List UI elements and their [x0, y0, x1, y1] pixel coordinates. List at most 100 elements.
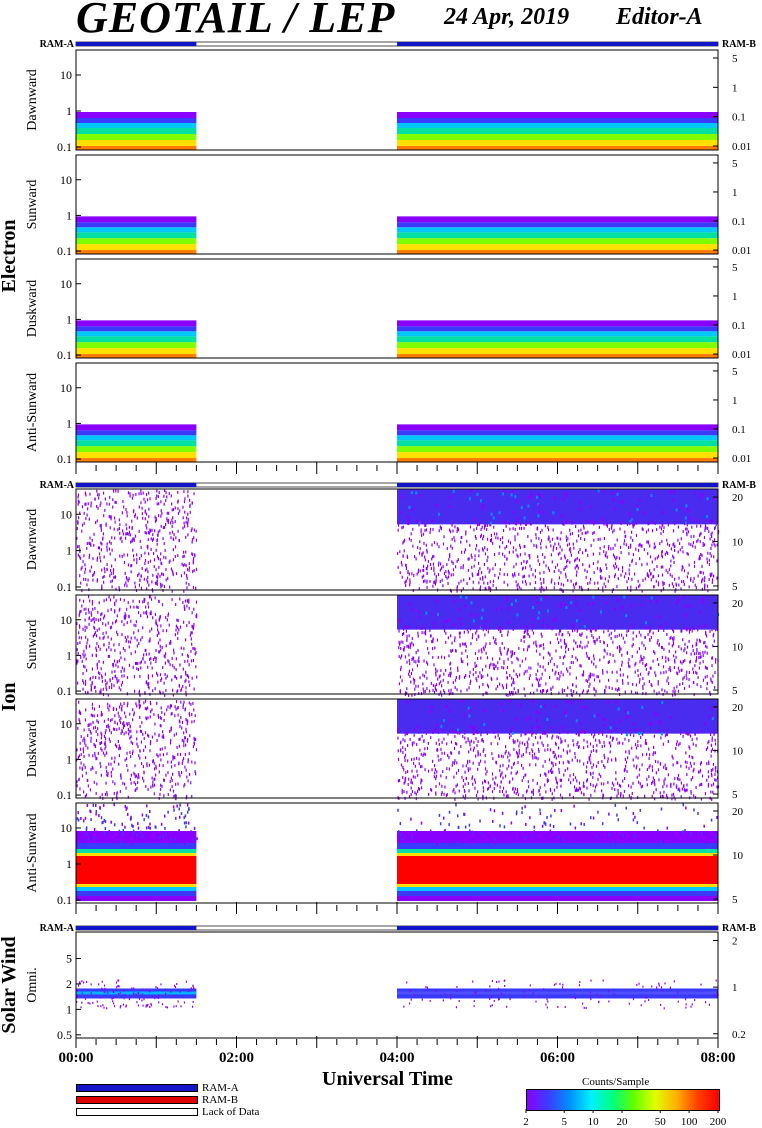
- spectrum-pixel: [82, 671, 84, 675]
- spectrum-pixel: [648, 775, 650, 779]
- spectrum-pixel: [464, 825, 467, 829]
- spectrum-pixel: [432, 584, 434, 588]
- spectrum-band: [76, 342, 197, 349]
- spectrum-pixel: [711, 543, 713, 547]
- spectrum-pixel: [196, 675, 198, 679]
- spectrum-pixel: [666, 728, 668, 732]
- spectrum-pixel: [85, 828, 88, 832]
- spectrum-pixel: [111, 670, 113, 674]
- spectrum-pixel: [539, 530, 542, 534]
- spectrum-pixel: [463, 675, 466, 679]
- spectrum-pixel: [712, 790, 714, 794]
- spectrum-pixel: [711, 656, 714, 660]
- spectrum-pixel: [110, 625, 112, 629]
- spectrum-pixel: [424, 523, 426, 527]
- spectrum-pixel: [645, 663, 648, 667]
- spectrum-pixel: [511, 653, 513, 657]
- spectrum-pixel: [106, 688, 108, 692]
- spectrum-pixel: [511, 661, 513, 665]
- spectrum-pixel: [474, 534, 476, 538]
- spectrum-pixel: [412, 643, 414, 647]
- spectrum-pixel: [552, 761, 554, 765]
- spectrum-pixel: [167, 521, 169, 525]
- spectrum-pixel: [131, 823, 133, 827]
- spectrum-pixel: [517, 555, 519, 559]
- spectrum-pixel: [179, 597, 181, 601]
- spectrum-pixel: [426, 580, 428, 584]
- spectrum-pixel: [449, 718, 452, 722]
- spectrum-pixel: [110, 774, 113, 778]
- spectrum-pixel: [561, 633, 563, 637]
- spectrum-pixel: [658, 720, 661, 724]
- spectrum-pixel: [499, 537, 502, 541]
- spectrum-pixel: [136, 667, 138, 671]
- spectrum-pixel: [129, 492, 131, 496]
- spectrum-pixel: [501, 811, 504, 815]
- spectrum-band: [76, 424, 197, 431]
- spectrum-pixel: [515, 810, 518, 814]
- spectrum-pixel: [443, 751, 446, 755]
- spectrum-pixel: [186, 842, 188, 846]
- spectrum-pixel: [712, 634, 714, 638]
- spectrum-pixel: [124, 571, 126, 575]
- spectrum-pixel: [83, 577, 85, 581]
- spectrum-pixel: [143, 599, 145, 603]
- spectrum-pixel: [521, 806, 523, 810]
- spectrum-pixel: [154, 613, 157, 617]
- spectrum-pixel: [192, 561, 194, 565]
- spectrum-pixel: [83, 728, 85, 732]
- spectrum-pixel: [684, 659, 686, 663]
- spectrum-pixel: [527, 645, 529, 649]
- spectrum-pixel: [189, 503, 191, 507]
- spectrum-pixel: [425, 670, 427, 674]
- spectrum-pixel: [191, 552, 193, 556]
- spectrum-pixel: [404, 758, 406, 762]
- spectrum-pixel: [588, 797, 590, 801]
- spectrum-pixel: [655, 674, 657, 678]
- spectrum-pixel: [165, 523, 167, 527]
- spectrum-pixel: [480, 674, 482, 678]
- spectrum-pixel: [675, 746, 677, 750]
- spectrum-pixel: [639, 557, 641, 561]
- spectrum-pixel: [621, 566, 624, 570]
- spectrum-pixel: [471, 727, 474, 731]
- spectrum-pixel: [130, 564, 132, 568]
- spectrum-pixel: [489, 784, 491, 788]
- spectrum-pixel: [193, 625, 195, 629]
- spectrum-pixel: [193, 607, 195, 611]
- spectrum-pixel: [184, 497, 186, 501]
- spectrum-pixel: [123, 724, 126, 728]
- spectrum-pixel: [649, 629, 651, 633]
- spectrum-pixel: [474, 558, 476, 562]
- spectrum-pixel: [113, 527, 115, 531]
- spectrum-pixel: [116, 722, 119, 726]
- spectrum-pixel: [681, 668, 683, 672]
- spectrum-pixel: [127, 635, 129, 639]
- spectrum-pixel: [405, 771, 407, 775]
- spectrum-pixel: [154, 722, 156, 726]
- spectrum-pixel: [678, 787, 680, 791]
- spectrum-pixel: [97, 493, 99, 497]
- spectrum-pixel: [93, 780, 95, 784]
- spectrum-pixel: [99, 647, 101, 651]
- spectrum-pixel: [593, 522, 595, 526]
- spectrum-pixel: [482, 675, 484, 679]
- panel-frame: [75, 258, 719, 359]
- spectrum-pixel: [398, 520, 400, 524]
- spectrum-pixel: [415, 557, 417, 561]
- spectrum-pixel: [578, 585, 581, 589]
- spectrum-pixel: [419, 547, 421, 551]
- spectrum-pixel: [110, 762, 112, 766]
- spectrum-pixel: [469, 489, 472, 493]
- spectrum-pixel: [544, 668, 546, 672]
- spectrum-pixel: [102, 687, 104, 691]
- spectrum-pixel: [599, 658, 601, 662]
- spectrum-pixel: [429, 579, 431, 583]
- spectrum-pixel: [163, 654, 165, 658]
- spectrum-pixel: [129, 605, 132, 609]
- spectrum-pixel: [686, 509, 689, 513]
- spectrum-pixel: [709, 552, 711, 556]
- spectrum-pixel: [84, 625, 86, 629]
- spectrum-pixel: [570, 579, 572, 583]
- spectrum-pixel: [597, 810, 599, 814]
